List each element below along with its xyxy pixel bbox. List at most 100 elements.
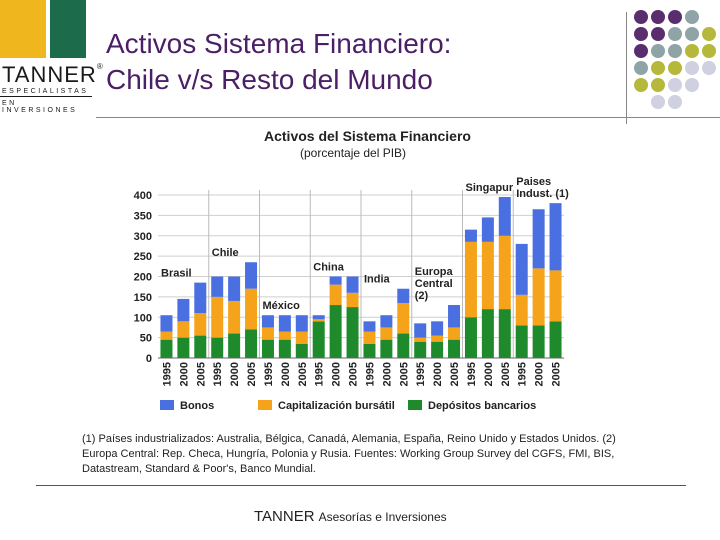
decor-dot (651, 27, 665, 41)
bar-depositos (397, 333, 410, 358)
decor-dot (668, 78, 682, 92)
group-label: Central (415, 278, 453, 290)
decor-dot (668, 10, 682, 24)
bar-capitalizacion (312, 319, 325, 322)
decor-dot (685, 78, 699, 92)
legend-swatch (160, 400, 174, 410)
decor-dot (685, 61, 699, 75)
bar-depositos (431, 341, 444, 358)
decor-dot (634, 10, 648, 24)
header-horizontal-divider (96, 117, 720, 118)
decor-dot (702, 44, 716, 58)
bar-depositos (414, 341, 427, 358)
decor-dot (651, 61, 665, 75)
x-tick-label: 1995 (263, 362, 275, 386)
decor-dot (668, 44, 682, 58)
legend-swatch (408, 400, 422, 410)
footer-divider (36, 485, 686, 486)
x-tick-label: 2005 (398, 362, 410, 386)
bar-depositos (177, 337, 190, 358)
slide-title-line2: Chile v/s Resto del Mundo (106, 64, 433, 95)
group-label: Brasil (161, 268, 192, 280)
bar-bonos (414, 323, 427, 338)
x-tick-label: 1995 (314, 362, 326, 386)
bar-depositos (346, 307, 359, 358)
bar-capitalizacion (481, 241, 494, 310)
bar-capitalizacion (431, 335, 444, 342)
footer: TANNER Asesorías e Inversiones (254, 508, 447, 525)
header-vertical-divider (626, 12, 627, 124)
bar-capitalizacion (160, 331, 173, 340)
group-label: Indust. (1) (516, 188, 569, 200)
bar-bonos (329, 276, 342, 285)
bar-depositos (194, 335, 207, 358)
x-tick-label: 2005 (297, 362, 309, 386)
slide-title: Activos Sistema Financiero: Chile v/s Re… (106, 26, 451, 98)
footer-brand: TANNER (254, 508, 315, 525)
group-label: Europa (415, 266, 454, 278)
footer-text: Asesorías e Inversiones (318, 510, 447, 524)
x-tick-label: 2005 (500, 362, 512, 386)
bar-depositos (363, 343, 376, 358)
bar-capitalizacion (346, 292, 359, 308)
chart-subtitle: (porcentaje del PIB) (300, 146, 407, 160)
logo-subtitle-1: ESPECIALISTAS (2, 88, 89, 95)
bar-depositos (481, 309, 494, 358)
bar-capitalizacion (464, 241, 477, 318)
decor-dot (702, 61, 716, 75)
bar-bonos (211, 276, 224, 297)
logo-subtitle-2: EN INVERSIONES (2, 100, 78, 114)
bar-bonos (397, 288, 410, 303)
logo-divider (0, 96, 92, 97)
x-tick-label: 1995 (415, 362, 427, 386)
x-tick-label: 2005 (246, 362, 258, 386)
bar-bonos (278, 315, 291, 332)
group-label: México (263, 300, 301, 312)
y-tick-label: 300 (134, 231, 152, 243)
y-tick-label: 0 (146, 353, 152, 365)
group-label: India (364, 274, 391, 286)
bar-capitalizacion (397, 302, 410, 334)
x-tick-label: 1995 (364, 362, 376, 386)
decor-dot (634, 61, 648, 75)
bar-depositos (160, 339, 173, 358)
bar-bonos (160, 315, 173, 332)
bar-bonos (448, 305, 461, 328)
bar-bonos (194, 282, 207, 314)
bar-capitalizacion (380, 327, 393, 340)
bar-depositos (464, 317, 477, 358)
bar-capitalizacion (295, 331, 308, 344)
bar-depositos (245, 329, 258, 358)
decor-dot (668, 61, 682, 75)
x-tick-label: 2000 (280, 362, 292, 386)
chart-footnote: (1) Países industrializados: Australia, … (82, 433, 616, 475)
x-tick-label: 2005 (449, 362, 461, 386)
bar-depositos (448, 339, 461, 358)
bar-bonos (481, 217, 494, 242)
legend-label: Capitalización bursátil (278, 400, 395, 412)
slide-title-line1: Activos Sistema Financiero: (106, 28, 452, 59)
x-tick-label: 2005 (348, 362, 360, 386)
x-tick-label: 1995 (161, 362, 173, 386)
decor-dot (702, 27, 716, 41)
decor-dot (651, 78, 665, 92)
x-tick-label: 2000 (229, 362, 241, 386)
y-tick-label: 100 (134, 312, 152, 324)
x-tick-label: 1995 (517, 362, 529, 386)
bar-bonos (261, 315, 274, 328)
y-tick-label: 50 (140, 333, 152, 345)
y-tick-label: 200 (134, 272, 152, 284)
bar-bonos (177, 298, 190, 322)
x-tick-label: 2000 (331, 362, 343, 386)
legend-swatch (258, 400, 272, 410)
x-tick-label: 2000 (534, 362, 546, 386)
group-label: Singapur (466, 182, 514, 194)
y-tick-label: 400 (134, 190, 152, 202)
group-label: Paises (516, 176, 551, 188)
x-tick-label: 2000 (178, 362, 190, 386)
bar-bonos (245, 262, 258, 289)
bar-capitalizacion (177, 321, 190, 338)
bar-depositos (515, 325, 528, 358)
bar-capitalizacion (515, 294, 528, 326)
decor-dot (685, 44, 699, 58)
